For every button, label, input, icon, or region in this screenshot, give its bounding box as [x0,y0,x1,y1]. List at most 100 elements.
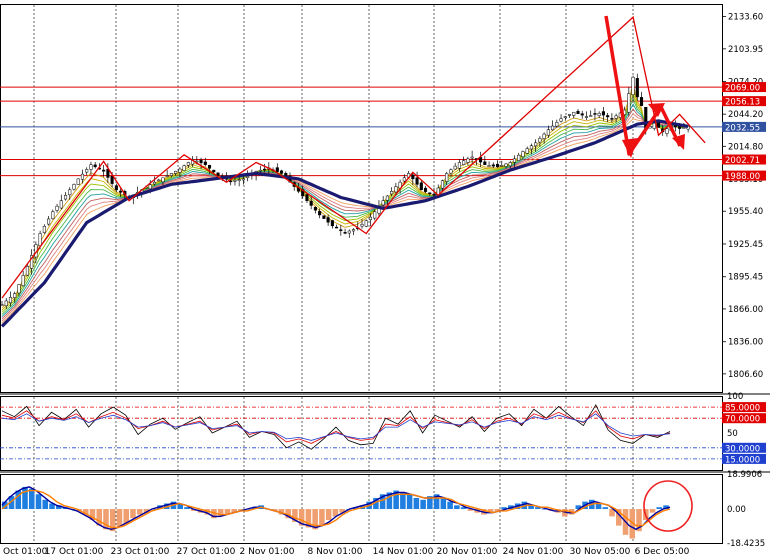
ma-ribbon-line [1,118,689,324]
candle-body [580,113,584,116]
candle-body [500,165,504,167]
histogram-tick-label: 18.9906 [727,470,762,480]
candle-body [182,165,186,171]
candle-body [483,161,487,165]
histogram-bar [467,509,474,511]
histogram-bar [15,490,22,510]
candle-body [415,177,419,185]
forecast-arrowhead [648,103,665,117]
candle-body [606,115,610,118]
candle-body [80,173,85,180]
candle-body [51,211,55,219]
candle-body [68,189,72,196]
time-tick-label: 13 Oct 01:00 [0,547,48,557]
ma-ribbon-line [1,92,689,313]
histogram-bar [373,497,379,510]
oscillator-tick-label: 100 [727,392,743,402]
candle-body [390,191,394,195]
histogram-bar [433,494,440,510]
price-tick-label: 1806.60 [728,370,763,380]
histogram-bar [251,507,258,510]
histogram-bar [103,509,109,530]
candle-body [652,122,656,129]
histogram-bar [8,496,15,510]
oscillator-series-line [1,404,671,450]
candle-body [309,200,313,206]
panel-frame [0,474,723,544]
histogram-bar [616,509,622,526]
oscillator-level-badge [722,413,766,424]
candle-body [30,255,34,269]
candle-body [89,164,93,170]
candle-body [17,284,21,294]
candle-body [279,170,284,174]
candle-body [258,169,262,172]
histogram-bar [28,488,35,510]
candle-body [555,122,559,127]
candle-body [563,116,567,119]
candle-body [93,164,97,168]
histogram-bar [49,503,55,510]
candle-body [411,174,415,180]
time-tick-label: 14 Nov 01:00 [373,547,434,557]
histogram-bar [339,509,345,513]
candle-body [453,165,457,170]
candle-body [326,217,330,223]
histogram-bar [528,505,534,510]
histogram-bar [224,509,231,515]
price-level-label: 1988.00 [725,172,760,182]
candle-body [351,229,356,232]
price-panel[interactable]: 2133.602103.952074.202044.202014.801985.… [0,4,766,393]
histogram-bar [609,509,615,517]
candle-body [665,128,669,134]
price-tick-label: 1836.00 [728,338,763,348]
candle-body [546,129,550,136]
oscillator-panel[interactable]: 10085.000070.00005030.000015.000085.0000… [0,392,766,471]
candle-body [186,162,190,166]
candle-body [335,226,339,229]
histogram-panel[interactable]: 18.9906 0.00 -18.4235 [0,470,766,549]
forecast-arrowhead [672,134,685,150]
candle-body [114,185,118,191]
time-tick-label: 2 Nov 01:00 [240,547,295,557]
candle-body [63,195,68,200]
histogram-bar [325,509,332,521]
candle-body [38,233,42,247]
time-tick-label: 6 Dec 05:00 [635,547,690,557]
histogram-bar [22,486,28,510]
histogram-bar [184,507,190,510]
price-tick-label: 2014.80 [728,142,763,152]
histogram-bar [130,509,136,519]
price-tick-label: 2103.95 [728,45,763,55]
candle-body [534,142,538,147]
candle-body [241,178,245,181]
panel-frame [0,4,723,393]
histogram-bar [400,492,406,510]
histogram-signal-line [1,489,671,529]
histogram-bar [656,507,663,510]
histogram-tick-label: 0.00 [727,505,746,515]
candle-body [491,164,495,167]
histogram-bar [460,507,467,510]
candle-body [318,211,322,216]
ma-ribbon-line [1,98,689,315]
candle-body [322,215,326,219]
oscillator-level-label: 85.0000 [725,404,760,414]
histogram-bar [89,509,96,521]
price-level-label: 2069.00 [725,84,760,94]
histogram-bar [487,509,494,513]
candle-body [419,182,423,191]
candle-body [512,158,517,163]
candle-body [610,118,614,120]
ma-ribbon-line [1,108,689,320]
histogram-bar [562,509,568,517]
candle-body [538,138,542,143]
oscillator-tick-label: 50 [727,429,738,439]
candle-body [207,165,212,169]
candle-body [428,192,432,194]
candle-body [178,168,182,173]
candle-body [360,224,364,227]
histogram-bar [298,509,305,526]
candle-body [584,116,589,118]
